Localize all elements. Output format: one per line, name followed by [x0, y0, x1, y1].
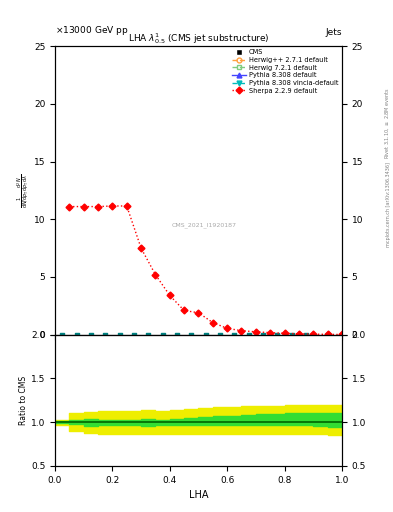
Point [188, 331, 195, 339]
Title: LHA $\lambda^{1}_{0.5}$ (CMS jet substructure): LHA $\lambda^{1}_{0.5}$ (CMS jet substru… [128, 31, 269, 46]
X-axis label: LHA: LHA [189, 490, 208, 500]
Y-axis label: $\frac{1}{\mathrm{d}N/\mathrm{d}p_\mathrm{T}}\frac{\mathrm{d}^2 N}{\mathrm{d}p_\: $\frac{1}{\mathrm{d}N/\mathrm{d}p_\mathr… [16, 173, 32, 207]
Point [73, 331, 80, 339]
Point [131, 331, 137, 339]
Point [260, 331, 266, 339]
Text: Rivet 3.1.10, $\geq$ 2.8M events: Rivet 3.1.10, $\geq$ 2.8M events [384, 87, 391, 159]
Y-axis label: Ratio to CMS: Ratio to CMS [19, 376, 28, 425]
Point [246, 331, 252, 339]
Point [102, 331, 108, 339]
Point [116, 331, 123, 339]
Point [59, 331, 65, 339]
Point [174, 331, 180, 339]
Point [88, 331, 94, 339]
Text: mcplots.cern.ch [arXiv:1306.3436]: mcplots.cern.ch [arXiv:1306.3436] [386, 162, 391, 247]
Point [274, 331, 281, 339]
Point [303, 331, 309, 339]
Point [160, 331, 166, 339]
Point [217, 331, 223, 339]
Legend: CMS, Herwig++ 2.7.1 default, Herwig 7.2.1 default, Pythia 8.308 default, Pythia : CMS, Herwig++ 2.7.1 default, Herwig 7.2.… [230, 48, 340, 95]
Text: $\times$13000 GeV pp: $\times$13000 GeV pp [55, 25, 129, 37]
Point [202, 331, 209, 339]
Text: Jets: Jets [325, 29, 342, 37]
Point [325, 331, 331, 339]
Point [231, 331, 237, 339]
Point [288, 331, 295, 339]
Point [145, 331, 151, 339]
Text: CMS_2021_I1920187: CMS_2021_I1920187 [172, 222, 237, 228]
